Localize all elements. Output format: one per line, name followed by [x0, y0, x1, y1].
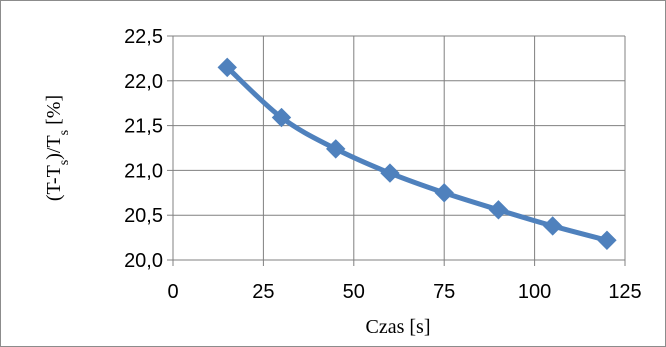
- data-point-marker: [597, 230, 617, 250]
- x-tick-label: 0: [167, 281, 178, 303]
- x-tick-label: 25: [252, 281, 274, 303]
- data-point-marker: [271, 107, 292, 128]
- x-tick-label: 100: [518, 281, 551, 303]
- x-tick-label: 75: [433, 281, 455, 303]
- data-series: [217, 57, 617, 250]
- y-axis-title: (T-Ts)/Ts [%]: [43, 95, 72, 201]
- data-point-marker: [217, 57, 237, 78]
- y-axis-title-part3: [%]: [43, 95, 65, 130]
- y-tick-label: 21,0: [124, 160, 163, 182]
- data-point-marker: [380, 163, 400, 183]
- x-tick-labels: 0 25 50 75 100 125: [167, 281, 641, 303]
- grid-lines: [167, 35, 626, 266]
- x-tick-label: 50: [343, 281, 365, 303]
- y-tick-label: 20,0: [124, 250, 163, 272]
- data-point-marker: [488, 200, 509, 220]
- y-tick-label: 22,0: [124, 71, 163, 93]
- y-axis-title-part2: )/T: [43, 135, 65, 159]
- x-axis-title: Czas [s]: [366, 316, 431, 338]
- series-line: [224, 64, 610, 243]
- y-axis-title-sub1: s: [57, 160, 72, 165]
- y-axis-title-sub2: s: [57, 130, 72, 135]
- y-axis-title-part1: (T-T: [43, 165, 65, 201]
- data-point-marker: [542, 216, 563, 236]
- x-tick-label: 125: [608, 281, 641, 303]
- y-tick-label: 22,5: [124, 26, 163, 48]
- y-tick-label: 21,5: [124, 116, 163, 138]
- y-tick-label: 20,5: [124, 205, 163, 227]
- y-tick-labels: 20,0 20,5 21,0 21,5 22,0 22,5: [124, 26, 163, 272]
- data-point-marker: [326, 139, 346, 159]
- data-point-marker: [434, 183, 454, 203]
